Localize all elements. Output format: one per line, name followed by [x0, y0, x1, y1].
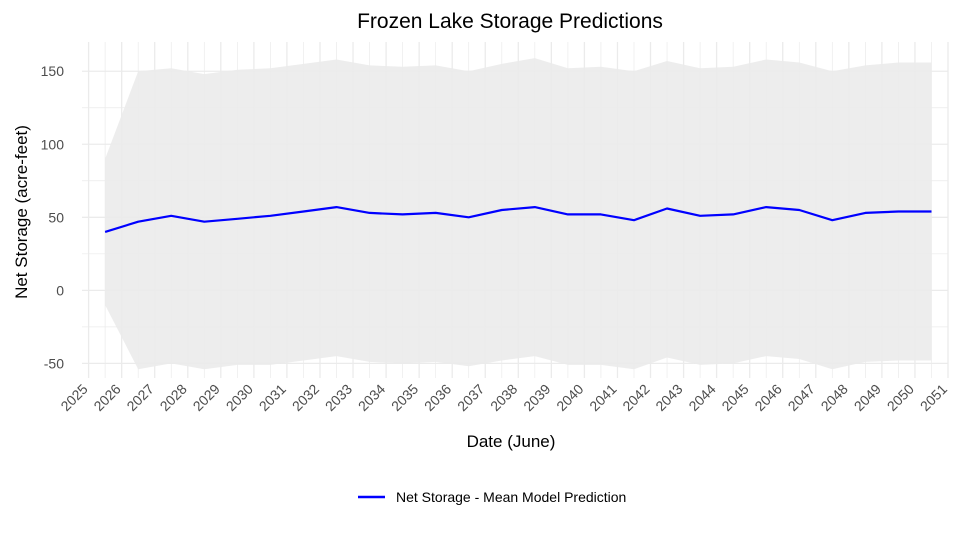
x-tick-label: 2048: [818, 381, 851, 414]
x-tick-label: 2026: [90, 381, 123, 414]
y-tick-label: 150: [41, 63, 65, 79]
prediction-interval-band: [105, 58, 932, 370]
x-axis-tick-labels: 2025 2026 2027 2028 2029 2030 2031 2032 2033 2034…: [57, 381, 950, 415]
x-tick-label: 2051: [917, 381, 950, 414]
x-axis-title: Date (June): [467, 432, 556, 451]
x-tick-label: 2041: [586, 381, 619, 414]
y-tick-label: 50: [48, 209, 64, 225]
x-tick-label: 2046: [752, 381, 785, 414]
legend-label-mean-prediction: Net Storage - Mean Model Prediction: [396, 489, 626, 505]
mean-prediction-line: [104, 206, 932, 233]
y-axis-tick-labels: -50 0 50 100 150: [41, 63, 65, 371]
x-tick-label: 2042: [619, 381, 652, 414]
legend: Net Storage - Mean Model Prediction: [358, 489, 626, 505]
x-tick-label: 2034: [355, 381, 388, 414]
x-tick-label: 2027: [123, 381, 156, 414]
x-tick-label: 2039: [520, 381, 553, 414]
chart-title: Frozen Lake Storage Predictions: [357, 10, 663, 33]
x-tick-label: 2038: [487, 381, 520, 414]
x-tick-label: 2025: [57, 381, 90, 414]
x-tick-label: 2037: [454, 381, 487, 414]
x-tick-label: 2036: [421, 381, 454, 414]
x-tick-label: 2047: [785, 381, 818, 414]
y-tick-label: 0: [56, 282, 64, 298]
x-tick-label: 2030: [223, 381, 256, 414]
x-tick-label: 2050: [884, 381, 917, 414]
x-tick-label: 2031: [256, 381, 289, 414]
x-tick-label: 2044: [685, 381, 718, 414]
x-tick-label: 2045: [718, 381, 751, 414]
x-tick-label: 2049: [851, 381, 884, 414]
x-tick-label: 2029: [190, 381, 223, 414]
x-tick-label: 2043: [652, 381, 685, 414]
x-tick-label: 2035: [388, 381, 421, 414]
x-tick-label: 2040: [553, 381, 586, 414]
x-tick-label: 2033: [322, 381, 355, 414]
y-tick-label: 100: [41, 136, 65, 152]
y-axis-title: Net Storage (acre-feet): [12, 125, 31, 299]
y-tick-label: -50: [44, 355, 64, 371]
x-tick-label: 2032: [289, 381, 322, 414]
x-tick-label: 2028: [157, 381, 190, 414]
